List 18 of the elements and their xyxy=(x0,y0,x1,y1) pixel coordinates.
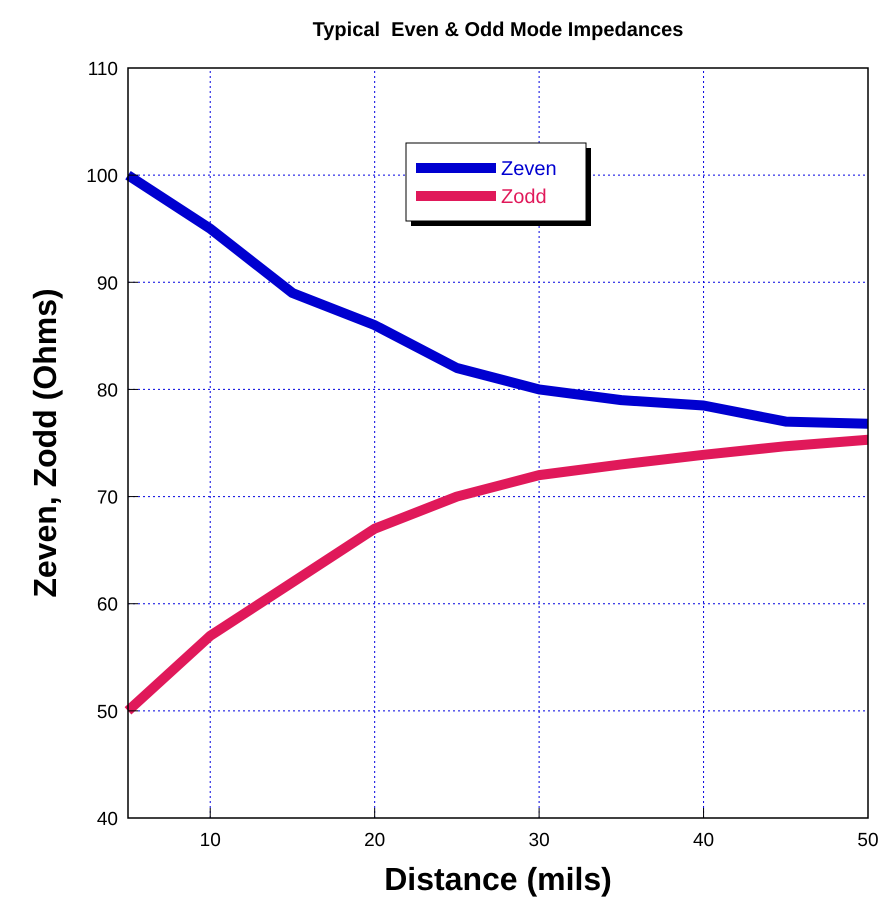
legend-label: Zeven xyxy=(501,158,557,180)
x-tick-label: 30 xyxy=(528,830,550,851)
chart-title: Typical Even & Odd Mode Impedances xyxy=(312,19,684,41)
y-tick-label: 40 xyxy=(96,809,118,830)
y-tick-label: 70 xyxy=(96,488,118,509)
y-tick-label: 100 xyxy=(86,166,118,188)
y-tick-label: 60 xyxy=(96,594,118,616)
x-tick-label: 20 xyxy=(364,830,386,851)
y-axis-title: Zeven, Zodd (Ohms) xyxy=(27,288,63,598)
x-axis-title: Distance (mils) xyxy=(384,861,612,897)
y-tick-label: 80 xyxy=(96,380,118,402)
x-tick-label: 50 xyxy=(857,830,879,851)
y-tick-label: 50 xyxy=(96,702,118,723)
y-tick-label: 90 xyxy=(96,273,118,294)
y-tick-label: 110 xyxy=(88,59,118,80)
x-tick-label: 40 xyxy=(692,830,714,851)
x-tick-label: 10 xyxy=(200,830,221,851)
legend-label: Zodd xyxy=(501,186,547,208)
